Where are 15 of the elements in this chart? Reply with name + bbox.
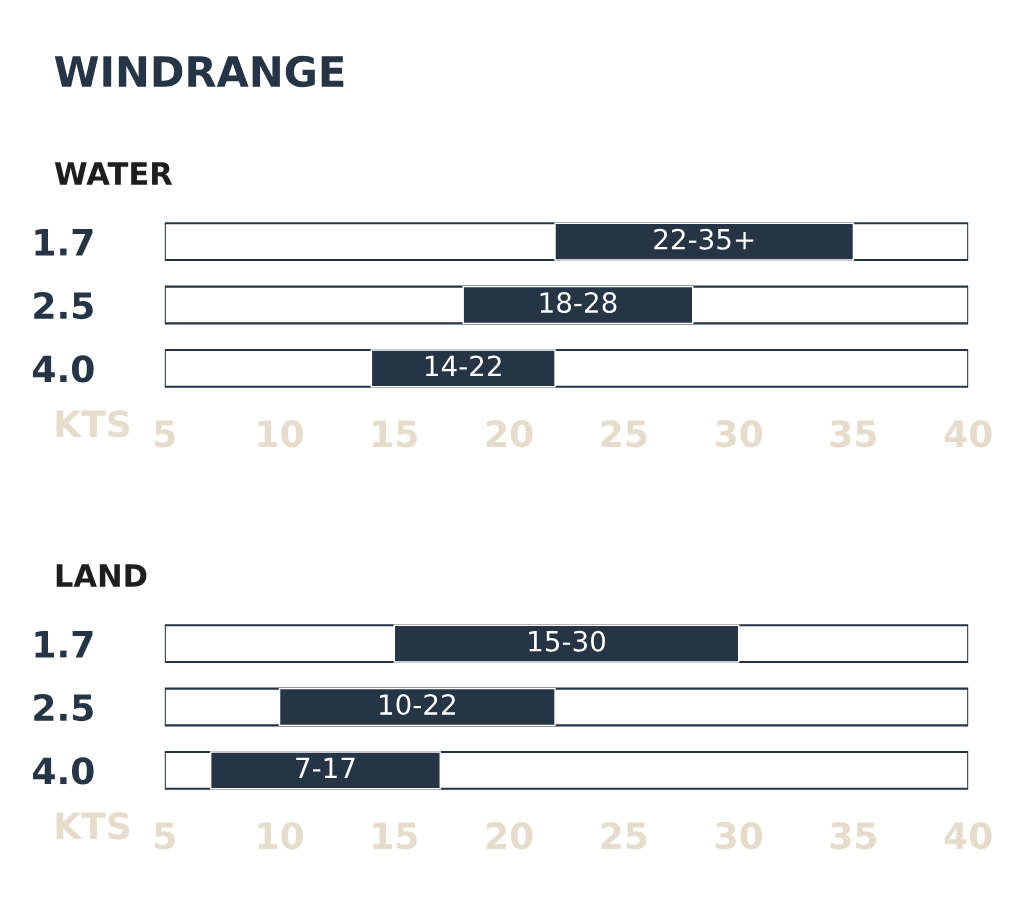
- data-label: 22-35+: [654, 228, 754, 250]
- y-tick-label: 2.5: [34, 693, 93, 722]
- y-tick-label: 4.0: [33, 355, 94, 383]
- data-label: 10-22: [379, 694, 455, 716]
- y-tick-label: 2.5: [34, 291, 93, 320]
- chart-subtitle: WATER: [54, 162, 173, 185]
- chart-subtitle: LAND: [56, 564, 147, 587]
- y-tick-label: 1.7: [35, 229, 93, 256]
- chart-title: WINDRANGE: [54, 55, 344, 88]
- data-label: 7-17: [296, 757, 355, 778]
- data-label: 18-28: [540, 292, 617, 314]
- y-tick-label: 1.7: [35, 631, 93, 658]
- data-label: 14-22: [425, 355, 501, 376]
- data-label: 15-30: [529, 630, 606, 652]
- y-tick-label: 4.0: [33, 757, 94, 785]
